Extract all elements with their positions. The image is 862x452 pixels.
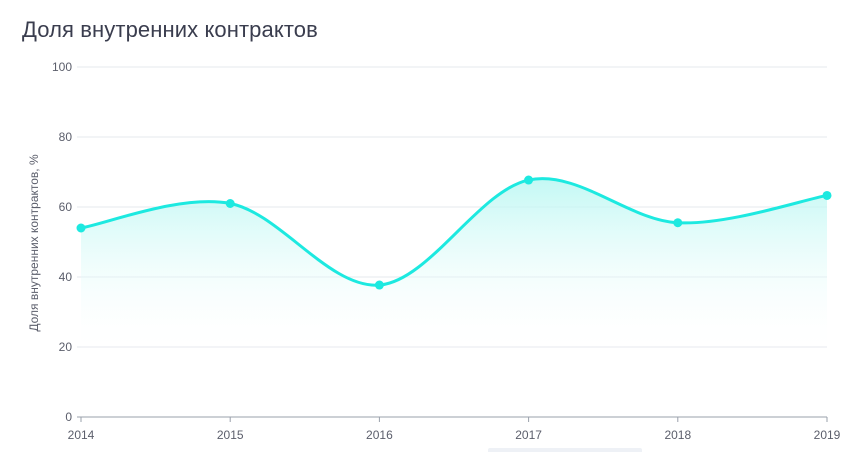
series-area: [81, 178, 827, 354]
y-axis-title: Доля внутренних контрактов, %: [27, 154, 41, 332]
series-line: [79, 177, 829, 287]
area-fill: [81, 178, 827, 354]
data-points: [76, 175, 832, 290]
data-point-2014[interactable]: [76, 223, 86, 233]
x-tick-label: 2019: [814, 428, 841, 442]
data-point-2018[interactable]: [673, 218, 683, 228]
data-point-2019[interactable]: [822, 190, 832, 200]
y-tick-label: 0: [65, 410, 72, 424]
y-axis-ticks: 0 20 40 60 80 100: [52, 60, 72, 424]
chart-title: Доля внутренних контрактов: [22, 17, 318, 42]
data-point-2017[interactable]: [524, 175, 534, 185]
y-tick-label: 20: [59, 340, 73, 354]
y-tick-label: 80: [59, 130, 73, 144]
y-tick-label: 60: [59, 200, 73, 214]
y-tick-label: 40: [59, 270, 73, 284]
y-tick-label: 100: [52, 60, 72, 74]
x-axis-ticks: 2014 2015 2016 2017 2018 2019: [68, 417, 841, 442]
data-point-2016[interactable]: [374, 280, 384, 290]
x-tick-label: 2014: [68, 428, 95, 442]
x-tick-label: 2015: [217, 428, 244, 442]
data-point-2015[interactable]: [225, 199, 235, 208]
x-tick-label: 2017: [515, 428, 542, 442]
scroll-hint: [488, 448, 642, 452]
x-tick-label: 2018: [664, 428, 691, 442]
x-tick-label: 2016: [366, 428, 393, 442]
series-line-path: [79, 177, 829, 287]
